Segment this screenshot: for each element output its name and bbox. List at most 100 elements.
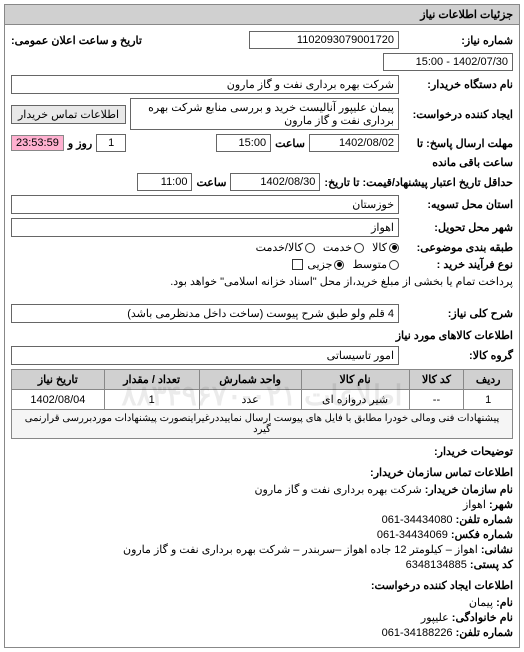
need-desc-label: شرح کلی نیاز: bbox=[403, 307, 513, 320]
buyer-notes-label: توضیحات خریدار: bbox=[403, 445, 513, 458]
bc-fax-value: 34434069-061 bbox=[377, 529, 448, 541]
col-qty: تعداد / مقدار bbox=[104, 370, 199, 390]
line-tel: شماره تلفن: 34434080-061 bbox=[11, 513, 513, 526]
deadline-time: 15:00 bbox=[216, 134, 271, 152]
creator-contact-title: اطلاعات ایجاد کننده درخواست: bbox=[11, 579, 513, 592]
cell-code: -- bbox=[409, 390, 464, 410]
line-city: شهر: اهواز bbox=[11, 498, 513, 511]
radio-minor[interactable]: متوسط bbox=[352, 258, 399, 271]
row-deadline: مهلت ارسال پاسخ: تا 1402/08/02 ساعت 15:0… bbox=[11, 134, 513, 169]
col-unit: واحد شمارش bbox=[199, 370, 301, 390]
cell-qty: 1 bbox=[104, 390, 199, 410]
bc-fax-label: شماره فکس: bbox=[451, 529, 513, 541]
radio-dot-icon bbox=[389, 260, 399, 270]
time-remain-label: ساعت باقی مانده bbox=[432, 156, 513, 169]
radio-dot-icon bbox=[389, 243, 399, 253]
row-classify: طبقه بندی موضوعی: کالا خدمت کالا/خدمت bbox=[11, 241, 513, 254]
org-label: نام سازمان خریدار: bbox=[425, 484, 513, 496]
panel-body: شماره نیاز: 1102093079001720 تاریخ و ساع… bbox=[5, 25, 519, 647]
cell-unit: عدد bbox=[199, 390, 301, 410]
table-header-row: ردیف کد کالا نام کالا واحد شمارش تعداد /… bbox=[12, 370, 513, 390]
proc-method-label: نوع فرآیند خرید : bbox=[403, 258, 513, 271]
goods-section-title: اطلاعات کالاهای مورد نیاز bbox=[11, 329, 513, 342]
cc-name-label: نام: bbox=[496, 597, 513, 609]
row-need-desc: شرح کلی نیاز: 4 قلم ولو طبق شرح پیوست (س… bbox=[11, 304, 513, 323]
req-no-label: شماره نیاز: bbox=[403, 34, 513, 47]
buyer-contact-section: اطلاعات تماس سازمان خریدار: نام سازمان خ… bbox=[11, 466, 513, 571]
bc-postal-value: 6348134885 bbox=[406, 559, 467, 571]
treasury-checkbox[interactable] bbox=[292, 259, 303, 270]
bc-city-label: شهر: bbox=[489, 499, 513, 511]
contact-buyer-button[interactable]: اطلاعات تماس خریدار bbox=[11, 105, 126, 124]
classify-radio-group: کالا خدمت کالا/خدمت bbox=[256, 241, 399, 254]
days-remain: 1 bbox=[96, 134, 126, 152]
bc-tel-label: شماره تلفن: bbox=[456, 514, 513, 526]
row-creator: ایجاد کننده درخواست: پیمان علیپور آنالیس… bbox=[11, 98, 513, 130]
buyer-name-label: نام دستگاه خریدار: bbox=[403, 78, 513, 91]
radio-goods-service[interactable]: کالا/خدمت bbox=[256, 241, 315, 254]
line-fax: شماره فکس: 34434069-061 bbox=[11, 528, 513, 541]
bc-addr-label: نشانی: bbox=[481, 544, 513, 556]
cc-surname-value: علیپور bbox=[421, 612, 449, 624]
line-surname: نام خانوادگی: علیپور bbox=[11, 611, 513, 624]
radio-dot-icon bbox=[354, 243, 364, 253]
proc-radio-group: متوسط جزیی bbox=[307, 258, 399, 271]
time-remain: 23:53:59 bbox=[11, 135, 64, 151]
line-cc-tel: شماره تلفن: 34188226-061 bbox=[11, 626, 513, 639]
bc-postal-label: کد پستی: bbox=[470, 559, 513, 571]
cell-date: 1402/08/04 bbox=[12, 390, 105, 410]
deadline-time-label: ساعت bbox=[275, 137, 305, 150]
row-validity: حداقل تاریخ اعتبار پیشنهاد/قیمت: تا تاری… bbox=[11, 173, 513, 191]
announce-label: تاریخ و ساعت اعلان عمومی: bbox=[11, 34, 142, 47]
cc-name-value: پیمان bbox=[469, 597, 493, 609]
radio-goods[interactable]: کالا bbox=[372, 241, 399, 254]
deadline-label: مهلت ارسال پاسخ: تا bbox=[403, 137, 513, 150]
col-code: کد کالا bbox=[409, 370, 464, 390]
radio-dot-icon bbox=[334, 260, 344, 270]
classify-label: طبقه بندی موضوعی: bbox=[403, 241, 513, 254]
radio-service-label: خدمت bbox=[323, 241, 352, 254]
city-field: اهواز bbox=[11, 218, 399, 237]
creator-label: ایجاد کننده درخواست: bbox=[403, 108, 513, 121]
creator-contact-section: اطلاعات ایجاد کننده درخواست: نام: پیمان … bbox=[11, 579, 513, 639]
line-addr: نشانی: اهواز – کیلومتر 12 جاده اهواز –سر… bbox=[11, 543, 513, 556]
need-desc-field: 4 قلم ولو طبق شرح پیوست (ساخت داخل مدنظر… bbox=[11, 304, 399, 323]
validity-label: حداقل تاریخ اعتبار پیشنهاد/قیمت: تا تاری… bbox=[324, 176, 513, 189]
cc-tel-value: 34188226-061 bbox=[382, 627, 453, 639]
days-label: روز و bbox=[68, 137, 92, 150]
line-name: نام: پیمان bbox=[11, 596, 513, 609]
cell-name: شیر دروازه ای bbox=[301, 390, 409, 410]
bc-tel-value: 34434080-061 bbox=[382, 514, 453, 526]
row-goods-group: گروه کالا: امور تاسیساتی bbox=[11, 346, 513, 365]
line-org: نام سازمان خریدار: شرکت بهره برداری نفت … bbox=[11, 483, 513, 496]
validity-date: 1402/08/30 bbox=[230, 173, 320, 191]
province-label: استان محل تسویه: bbox=[403, 198, 513, 211]
bc-city-value: اهواز bbox=[463, 499, 486, 511]
panel-title: جزئیات اطلاعات نیاز bbox=[5, 5, 519, 25]
radio-partial[interactable]: جزیی bbox=[307, 258, 344, 271]
goods-group-field: امور تاسیساتی bbox=[11, 346, 399, 365]
radio-goods-service-label: کالا/خدمت bbox=[256, 241, 303, 254]
cell-row: 1 bbox=[464, 390, 513, 410]
org-value: شرکت بهره برداری نفت و گاز مارون bbox=[254, 484, 421, 496]
radio-service[interactable]: خدمت bbox=[323, 241, 364, 254]
table-row: 1 -- شیر دروازه ای عدد 1 1402/08/04 bbox=[12, 390, 513, 410]
row-req-no: شماره نیاز: 1102093079001720 تاریخ و ساع… bbox=[11, 31, 513, 71]
proc-note: پرداخت تمام یا بخشی از مبلغ خرید،از محل … bbox=[170, 275, 513, 288]
radio-goods-label: کالا bbox=[372, 241, 387, 254]
col-date: تاریخ نیاز bbox=[12, 370, 105, 390]
deadline-date: 1402/08/02 bbox=[309, 134, 399, 152]
radio-dot-icon bbox=[305, 243, 315, 253]
city-label: شهر محل تحویل: bbox=[403, 221, 513, 234]
col-name: نام کالا bbox=[301, 370, 409, 390]
radio-partial-label: جزیی bbox=[307, 258, 332, 271]
goods-group-label: گروه کالا: bbox=[403, 349, 513, 362]
row-city: شهر محل تحویل: اهواز bbox=[11, 218, 513, 237]
col-row: ردیف bbox=[464, 370, 513, 390]
cc-tel-label: شماره تلفن: bbox=[456, 627, 513, 639]
cc-surname-label: نام خانوادگی: bbox=[452, 612, 513, 624]
announce-field: 1402/07/30 - 15:00 bbox=[383, 53, 513, 71]
main-panel: جزئیات اطلاعات نیاز شماره نیاز: 11020930… bbox=[4, 4, 520, 648]
validity-time-label: ساعت bbox=[196, 176, 226, 189]
bc-addr-value: اهواز – کیلومتر 12 جاده اهواز –سربندر – … bbox=[123, 544, 478, 556]
